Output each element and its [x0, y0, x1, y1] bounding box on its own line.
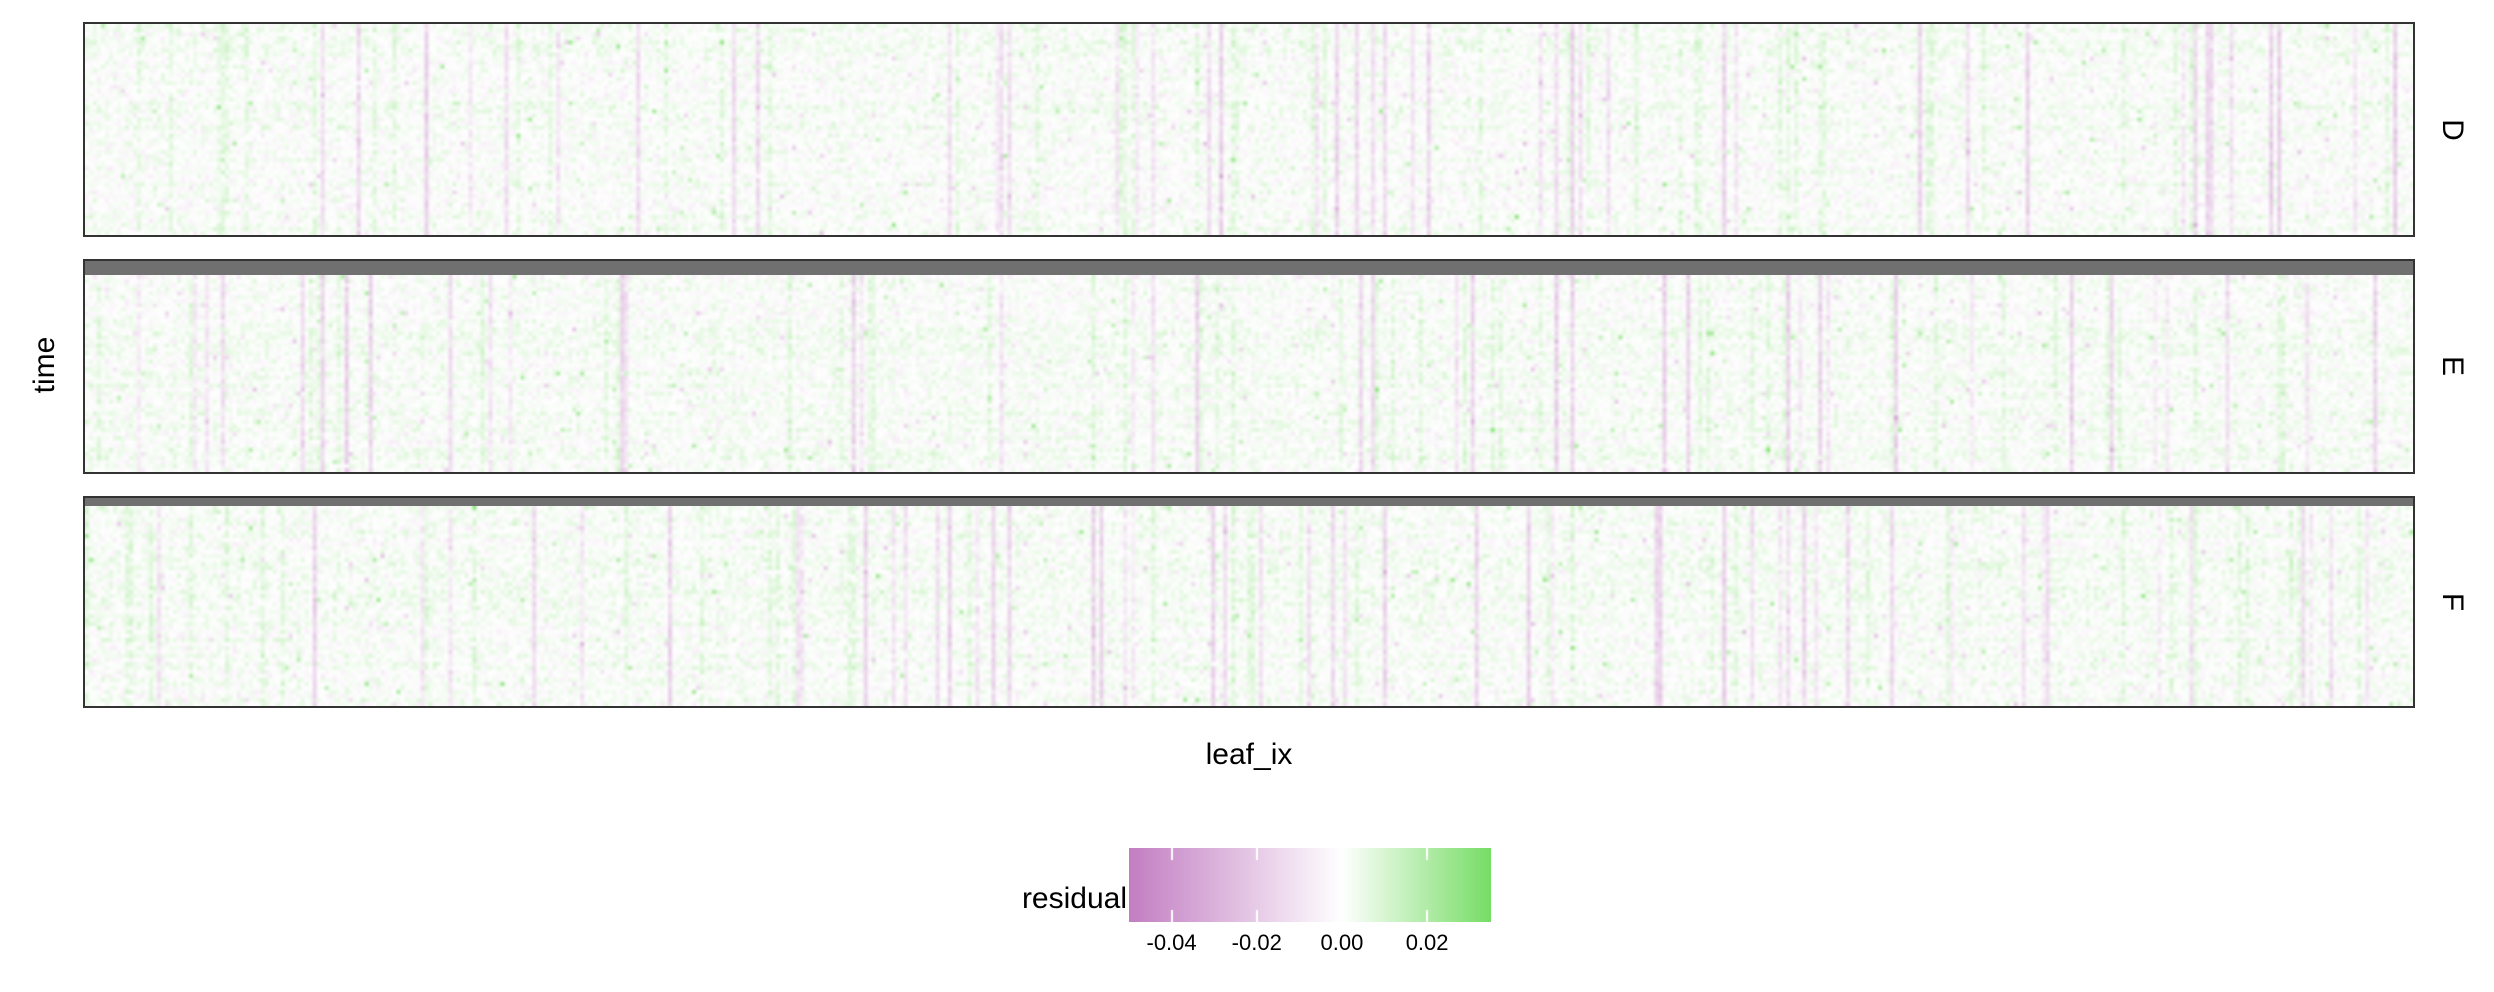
facet-panel-f: [83, 496, 2415, 708]
heatmap-canvas-e: [85, 275, 2413, 472]
legend-tick-label: 0.02: [1405, 930, 1449, 955]
heatmap-canvas-f: [85, 506, 2413, 706]
y-axis-label: time: [28, 336, 61, 394]
heatmap-canvas-d: [85, 24, 2413, 235]
legend-colorbar: [1129, 848, 1491, 922]
facet-label-e: E: [2436, 355, 2469, 376]
legend-title: residual: [1021, 882, 1127, 915]
facet-panel-d: [83, 22, 2415, 237]
legend-tick-label: -0.04: [1146, 930, 1197, 955]
missing-data-strip-f: [85, 498, 2413, 506]
x-axis-label: leaf_ix: [1205, 738, 1293, 771]
missing-data-strip-e: [85, 261, 2413, 275]
facet-panel-e: [83, 259, 2415, 474]
facet-label-d: D: [2436, 119, 2469, 141]
legend-tick-label: -0.02: [1231, 930, 1282, 955]
facet-label-f: F: [2436, 592, 2469, 612]
legend-tick-label: 0.00: [1320, 930, 1364, 955]
